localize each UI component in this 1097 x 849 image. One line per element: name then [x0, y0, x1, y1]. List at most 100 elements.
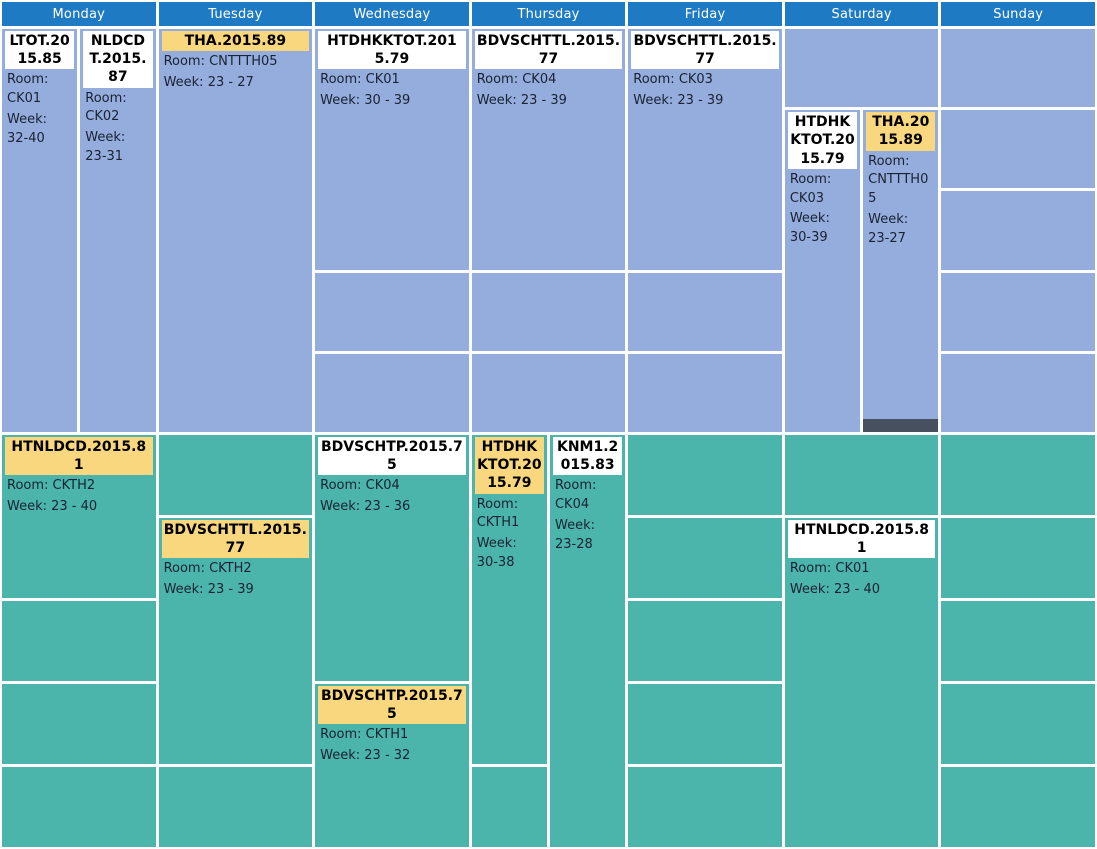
empty-slot: [2, 684, 156, 764]
event-room: Room: CK03: [789, 171, 832, 206]
day-column-thursday: Thursday BDVSCHTTL.2015.77 Room: CK04 We…: [471, 2, 626, 847]
event-title: BDVSCHTTL.2015.77: [161, 520, 310, 559]
empty-slot: [628, 272, 782, 351]
empty-slot: [941, 601, 1095, 681]
event-title: BDVSCHTP.2015.75: [318, 686, 466, 725]
event-card-htnldcd[interactable]: HTNLDCD.2015.81 Room: CKTH2 Week: 23 - 4…: [2, 435, 156, 598]
event-card-htdhkktot-sat[interactable]: HTDHKKTOT.2015.79 Room: CK03 Week: 30-39: [784, 110, 861, 432]
empty-slot: [941, 435, 1095, 515]
day-column-monday: Monday LTOT.2015.85 Room: CK01 Week: 32-…: [2, 2, 156, 847]
event-week: Week: 23 - 27: [163, 75, 254, 91]
wednesday-morning-section: HTDHKKTOT.2015.79 Room: CK01 Week: 30 - …: [315, 29, 469, 432]
day-header-saturday: Saturday: [784, 2, 939, 26]
event-card-bdvschttl-fri[interactable]: BDVSCHTTL.2015.77 Room: CK03 Week: 23 - …: [628, 29, 782, 270]
thursday-afternoon-section: HTDHKKTOT.2015.79 Room: CKTH1 Week: 30-3…: [471, 435, 626, 847]
empty-slot: [628, 601, 782, 681]
event-card-ltot[interactable]: LTOT.2015.85 Room: CK01 Week: 32-40: [2, 29, 78, 432]
event-room: Room: CKTH1: [476, 496, 520, 531]
thursday-morning-section: BDVSCHTTL.2015.77 Room: CK04 Week: 23 - …: [471, 29, 626, 432]
event-card-nldcdt[interactable]: NLDCDT.2015.87 Room: CK02 Week: 23-31: [80, 29, 156, 432]
day-header-thursday: Thursday: [471, 2, 626, 26]
monday-morning-split: LTOT.2015.85 Room: CK01 Week: 32-40 NLDC…: [2, 29, 156, 432]
event-card-tha-sat[interactable]: THA.2015.89 Room: CNTTTH05 Week: 23-27: [863, 110, 939, 419]
event-room: Room: CK04: [320, 478, 400, 494]
event-title: BDVSCHTP.2015.75: [318, 437, 466, 476]
dark-indicator-bar: [863, 419, 939, 432]
event-title: THA.2015.89: [161, 31, 310, 52]
empty-slot: [628, 353, 782, 432]
day-column-sunday: Sunday: [941, 2, 1095, 847]
saturday-morning-split: HTDHKKTOT.2015.79 Room: CK03 Week: 30-39…: [784, 110, 939, 432]
tuesday-morning-section: THA.2015.89 Room: CNTTTH05 Week: 23 - 27: [158, 29, 313, 432]
event-card-knm1[interactable]: KNM1.2015.83 Room: CK04 Week: 23-28: [549, 435, 626, 847]
monday-afternoon-section: HTNLDCD.2015.81 Room: CKTH2 Week: 23 - 4…: [2, 435, 156, 847]
event-title: KNM1.2015.83: [552, 437, 623, 476]
empty-slot: [628, 684, 782, 764]
wednesday-afternoon-section: BDVSCHTP.2015.75 Room: CK04 Week: 23 - 3…: [315, 435, 469, 847]
event-title: BDVSCHTTL.2015.77: [474, 31, 623, 70]
event-title: HTNLDCD.2015.81: [787, 520, 936, 559]
event-room: Room: CK01: [7, 72, 49, 107]
empty-slot: [2, 767, 156, 847]
empty-slot: [315, 272, 469, 351]
event-card-bdvschtp-1[interactable]: BDVSCHTP.2015.75 Room: CK04 Week: 23 - 3…: [315, 435, 469, 681]
friday-morning-section: BDVSCHTTL.2015.77 Room: CK03 Week: 23 - …: [628, 29, 782, 432]
event-card-bdvschtp-2[interactable]: BDVSCHTP.2015.75 Room: CKTH1 Week: 23 - …: [315, 684, 469, 847]
empty-slot: [2, 601, 156, 681]
sunday-afternoon-section: [941, 435, 1095, 847]
event-room: Room: CNTTTH05: [163, 54, 278, 70]
empty-slot: [941, 767, 1095, 847]
empty-slot: [941, 684, 1095, 764]
saturday-afternoon-section: HTNLDCD.2015.81 Room: CK01 Week: 23 - 40: [784, 435, 939, 847]
empty-slot: [158, 435, 313, 515]
monday-morning-section: LTOT.2015.85 Room: CK01 Week: 32-40 NLDC…: [2, 29, 156, 432]
empty-slot: [941, 272, 1095, 351]
saturday-morning-section: HTDHKKTOT.2015.79 Room: CK03 Week: 30-39…: [784, 29, 939, 432]
day-column-saturday: Saturday HTDHKKTOT.2015.79 Room: CK03 We…: [784, 2, 939, 847]
day-header-sunday: Sunday: [941, 2, 1095, 26]
event-title: LTOT.2015.85: [5, 31, 75, 70]
empty-slot: [941, 110, 1095, 189]
event-title: BDVSCHTTL.2015.77: [631, 31, 779, 70]
event-card-bdvschttl-am[interactable]: BDVSCHTTL.2015.77 Room: CK04 Week: 23 - …: [471, 29, 626, 270]
event-room: Room: CNTTTH05: [868, 153, 929, 207]
day-column-tuesday: Tuesday THA.2015.89 Room: CNTTTH05 Week:…: [158, 2, 313, 847]
event-title: HTNLDCD.2015.81: [5, 437, 153, 476]
event-title: HTDHKKTOT.2015.79: [787, 112, 858, 169]
event-title: THA.2015.89: [866, 112, 936, 151]
event-card-htdhkktot[interactable]: HTDHKKTOT.2015.79 Room: CK01 Week: 30 - …: [315, 29, 469, 270]
day-column-wednesday: Wednesday HTDHKKTOT.2015.79 Room: CK01 W…: [315, 2, 469, 847]
empty-slot: [471, 272, 626, 351]
event-card-bdvschttl[interactable]: BDVSCHTTL.2015.77 Room: CKTH2 Week: 23 -…: [158, 518, 313, 764]
empty-slot: [628, 518, 782, 598]
event-room: Room: CK01: [320, 72, 400, 88]
event-week: Week: 23 - 39: [163, 582, 254, 598]
empty-slot: [158, 767, 313, 847]
day-header-monday: Monday: [2, 2, 156, 26]
day-header-friday: Friday: [628, 2, 782, 26]
empty-slot: [941, 518, 1095, 598]
event-room: Room: CK01: [789, 561, 870, 577]
event-week: Week: 32-40: [7, 112, 47, 146]
event-card-tha[interactable]: THA.2015.89 Room: CNTTTH05 Week: 23 - 27: [158, 29, 313, 432]
event-room: Room: CK02: [85, 90, 127, 125]
empty-slot: [628, 767, 782, 847]
event-card-htnldcd-sat[interactable]: HTNLDCD.2015.81 Room: CK01 Week: 23 - 40: [784, 518, 939, 847]
empty-slot: [941, 29, 1095, 108]
event-card-htdhkktot-pm[interactable]: HTDHKKTOT.2015.79 Room: CKTH1 Week: 30-3…: [471, 435, 547, 764]
event-room: Room: CKTH2: [7, 478, 96, 494]
thursday-afternoon-split: HTDHKKTOT.2015.79 Room: CKTH1 Week: 30-3…: [471, 435, 626, 847]
event-room: Room: CK03: [633, 72, 713, 88]
thursday-left-subcolumn: HTDHKKTOT.2015.79 Room: CKTH1 Week: 30-3…: [471, 435, 547, 847]
empty-slot: [941, 353, 1095, 432]
event-week: Week: 30-38: [476, 536, 517, 571]
empty-slot: [315, 353, 469, 432]
event-week: Week: 23 - 32: [320, 748, 411, 764]
empty-slot: [471, 767, 547, 847]
empty-slot: [784, 435, 939, 515]
empty-slot: [784, 29, 939, 108]
day-header-tuesday: Tuesday: [158, 2, 313, 26]
event-room: Room: CK04: [476, 72, 557, 88]
event-room: Room: CK04: [554, 478, 597, 513]
sunday-morning-section: [941, 29, 1095, 432]
